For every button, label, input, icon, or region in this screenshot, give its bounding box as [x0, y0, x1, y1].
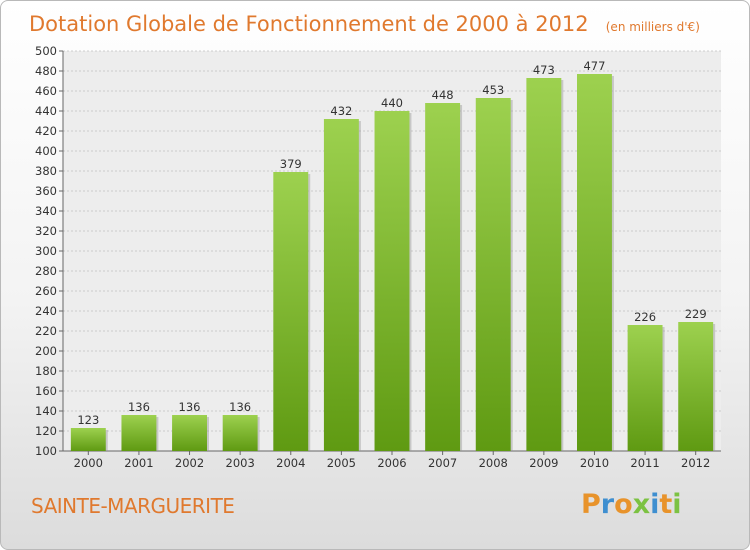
x-tick-label: 2002 [175, 456, 204, 470]
logo-letter: x [632, 489, 651, 520]
y-tick-label: 480 [35, 64, 57, 78]
bar-value-label: 477 [583, 59, 605, 73]
y-tick-label: 400 [35, 144, 57, 158]
logo-letter: P [581, 489, 601, 520]
bar-value-label: 136 [179, 400, 201, 414]
x-tick-label: 2006 [377, 456, 406, 470]
bar [323, 119, 359, 451]
bar-value-label: 473 [533, 63, 555, 77]
bar-value-label: 453 [482, 83, 504, 97]
bar [576, 74, 612, 451]
bar-value-label: 123 [77, 413, 99, 427]
y-tick-label: 260 [35, 284, 57, 298]
logo-letter: r [600, 489, 615, 520]
y-tick-label: 440 [35, 104, 57, 118]
bar-value-label: 432 [330, 104, 352, 118]
bar [273, 172, 309, 451]
y-tick-label: 360 [35, 184, 57, 198]
x-tick-label: 2001 [124, 456, 153, 470]
y-tick-label: 100 [35, 444, 57, 458]
x-tick-label: 2011 [630, 456, 659, 470]
y-tick-label: 300 [35, 244, 57, 258]
logo-letter: i [672, 489, 682, 520]
y-tick-label: 380 [35, 164, 57, 178]
x-tick-label: 2004 [276, 456, 305, 470]
x-tick-label: 2003 [226, 456, 255, 470]
chart-title: Dotation Globale de Fonctionnement de 20… [29, 12, 700, 36]
bar [526, 78, 562, 451]
bar-value-label: 440 [381, 96, 403, 110]
y-tick-label: 160 [35, 384, 57, 398]
y-tick-label: 200 [35, 344, 57, 358]
bar [70, 428, 106, 451]
bar [475, 98, 511, 451]
bar-value-label: 226 [634, 310, 656, 324]
x-tick-label: 2005 [327, 456, 356, 470]
x-tick-label: 2010 [580, 456, 609, 470]
y-tick-label: 180 [35, 364, 57, 378]
bar [425, 103, 461, 451]
logo-letter: o [614, 489, 633, 520]
x-tick-label: 2008 [479, 456, 508, 470]
bar [121, 415, 157, 451]
y-tick-label: 500 [35, 44, 57, 58]
y-tick-label: 140 [35, 404, 57, 418]
y-tick-label: 460 [35, 84, 57, 98]
x-tick-label: 2007 [428, 456, 457, 470]
y-tick-label: 240 [35, 304, 57, 318]
logo-letter: i [650, 489, 660, 520]
x-tick-label: 2009 [529, 456, 558, 470]
brand-logo: Proxiti [581, 489, 682, 520]
bar [678, 322, 714, 451]
x-tick-label: 2000 [74, 456, 103, 470]
y-tick-label: 320 [35, 224, 57, 238]
y-tick-label: 220 [35, 324, 57, 338]
bar-value-label: 229 [685, 307, 707, 321]
logo-letter: t [659, 489, 673, 520]
x-tick-label: 2012 [681, 456, 710, 470]
bar [627, 325, 663, 451]
y-tick-label: 420 [35, 124, 57, 138]
bar-value-label: 136 [128, 400, 150, 414]
bar [172, 415, 208, 451]
bar-value-label: 136 [229, 400, 251, 414]
bar-value-label: 448 [432, 88, 454, 102]
bar [222, 415, 258, 451]
y-tick-label: 280 [35, 264, 57, 278]
place-name: SAINTE-MARGUERITE [31, 494, 235, 518]
y-tick-label: 340 [35, 204, 57, 218]
y-tick-label: 120 [35, 424, 57, 438]
bar-value-label: 379 [280, 157, 302, 171]
bar [374, 111, 410, 451]
